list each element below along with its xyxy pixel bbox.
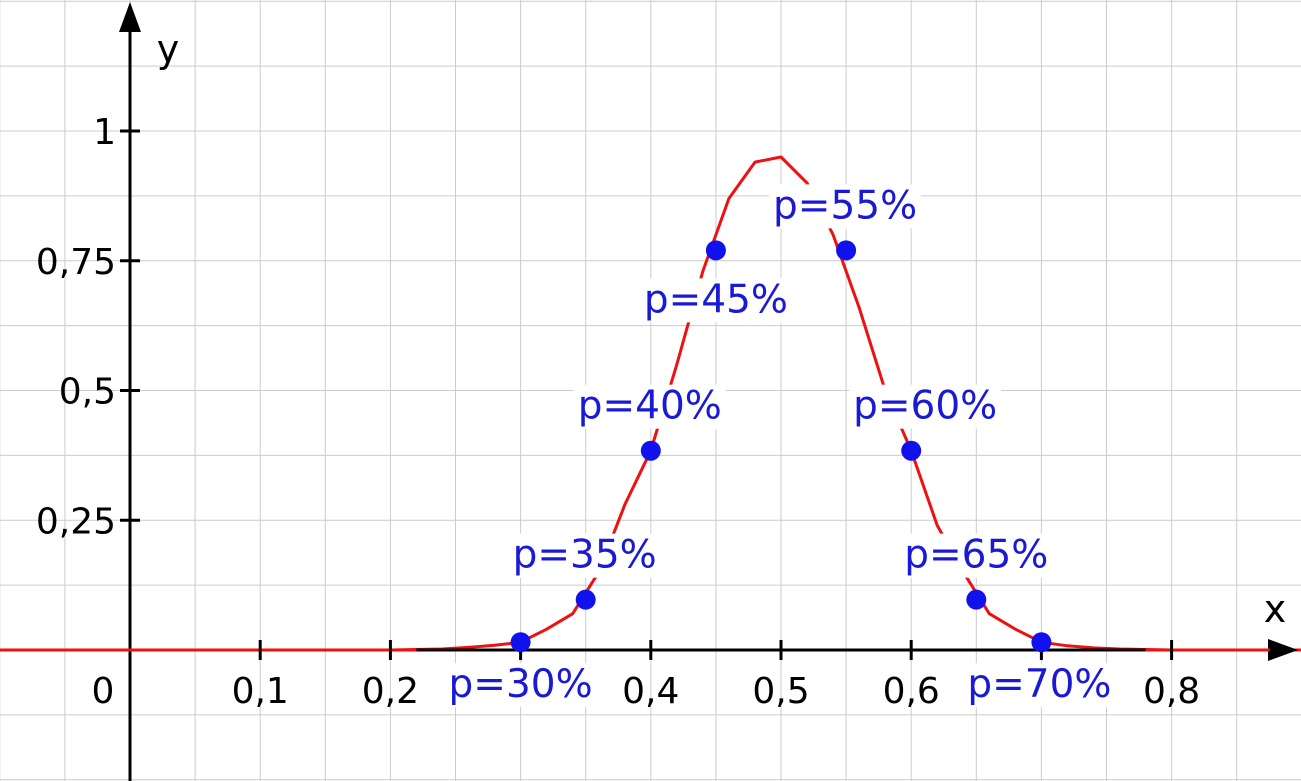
point-label: p=60% [853,384,997,429]
data-point [705,240,726,261]
data-point [966,589,987,610]
points [510,240,1052,653]
distribution-curve [0,155,1301,652]
point-label: p=45% [644,277,788,322]
data-point [901,440,922,461]
x-axis-label: x [1264,587,1287,631]
origin-label: 0 [92,671,115,712]
y-axis-arrow [119,2,141,32]
point-label-group: p=45% [639,277,792,323]
point-labels: p=30% p=35% p=40% p=45% p=55% p=60% p=65% p=70% [444,183,1116,708]
point-label-background [573,384,726,429]
point-label-background [963,663,1116,708]
point-label: p=65% [904,533,1048,578]
curve-layer [0,155,1301,652]
y-tick-label: 0,25 [36,501,116,542]
data-point [575,589,596,610]
point-label-background [444,663,597,708]
x-tick-label: 0,4 [622,671,679,712]
point-label-group: p=70% [963,662,1116,708]
y-tick-label: 0,75 [36,242,116,283]
point-label: p=55% [773,183,917,228]
point-label-group: p=30% [444,662,597,708]
point-label-group: p=55% [769,183,922,229]
y-tick-label: 0,5 [59,372,116,413]
x-tick-label: 0,2 [362,671,419,712]
data-point [510,632,531,653]
point-label-group: p=65% [900,533,1053,578]
y-axis-label: y [157,27,180,71]
x-tick-label: 0,1 [232,671,289,712]
point-label-background [849,384,1002,429]
point-label-background [900,533,1053,578]
x-axis-arrow [1268,639,1298,661]
point-label: p=35% [513,533,657,578]
x-tick-label: 0,6 [883,671,940,712]
point-label: p=30% [449,662,593,707]
point-label-background [639,278,792,323]
x-tick-label: 0,5 [752,671,809,712]
data-point [1031,632,1052,653]
point-label-background [508,533,661,578]
point-label-group: p=40% [573,384,726,429]
y-tick-label: 1 [93,112,116,153]
point-label: p=70% [967,662,1111,707]
point-label-group: p=60% [849,384,1002,429]
data-point [836,240,857,261]
point-label-background [769,184,922,229]
data-point [640,440,661,461]
point-label-group: p=35% [508,533,661,578]
x-tick-label: 0,8 [1143,671,1200,712]
point-label: p=40% [578,384,722,429]
